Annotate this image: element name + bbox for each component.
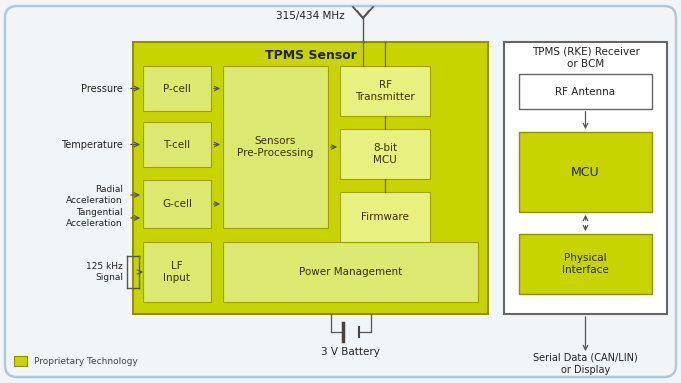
Text: RF
Transmitter: RF Transmitter xyxy=(355,80,415,102)
Text: Tangential
Acceleration: Tangential Acceleration xyxy=(66,208,123,228)
Bar xyxy=(340,129,430,179)
Text: 8-bit
MCU: 8-bit MCU xyxy=(373,142,397,165)
Text: 3 V Battery: 3 V Battery xyxy=(321,347,380,357)
Text: 315/434 MHz: 315/434 MHz xyxy=(276,11,345,21)
Bar xyxy=(14,356,27,366)
Text: TPMS (RKE) Receiver
or BCM: TPMS (RKE) Receiver or BCM xyxy=(532,47,639,69)
Bar xyxy=(143,180,211,228)
Text: G-cell: G-cell xyxy=(162,199,192,209)
Text: Temperature: Temperature xyxy=(61,139,123,149)
Text: 125 kHz
Signal: 125 kHz Signal xyxy=(86,262,123,282)
Bar xyxy=(223,66,328,228)
Text: Physical
Interface: Physical Interface xyxy=(562,253,609,275)
Text: Sensors
Pre-Processing: Sensors Pre-Processing xyxy=(237,136,314,159)
Bar xyxy=(519,74,652,109)
Bar xyxy=(223,242,478,302)
Bar xyxy=(519,234,652,294)
Text: Firmware: Firmware xyxy=(361,212,409,222)
Bar xyxy=(504,42,667,314)
Bar xyxy=(143,66,211,111)
Text: MCU: MCU xyxy=(571,165,600,178)
Bar xyxy=(519,132,652,212)
Bar xyxy=(340,192,430,242)
Bar xyxy=(143,242,211,302)
Text: Proprietary Technology: Proprietary Technology xyxy=(34,357,138,365)
Text: Power Management: Power Management xyxy=(299,267,402,277)
Text: Serial Data (CAN/LIN)
or Display: Serial Data (CAN/LIN) or Display xyxy=(533,353,638,375)
Text: Pressure: Pressure xyxy=(81,83,123,93)
Text: TPMS Sensor: TPMS Sensor xyxy=(264,49,356,62)
Bar xyxy=(133,42,488,314)
Text: RF Antenna: RF Antenna xyxy=(556,87,616,97)
Text: Radial
Acceleration: Radial Acceleration xyxy=(66,185,123,205)
Bar xyxy=(143,122,211,167)
Text: LF
Input: LF Input xyxy=(163,260,191,283)
Bar xyxy=(340,66,430,116)
Text: T-cell: T-cell xyxy=(163,139,191,149)
Text: P-cell: P-cell xyxy=(163,83,191,93)
FancyBboxPatch shape xyxy=(5,6,676,377)
